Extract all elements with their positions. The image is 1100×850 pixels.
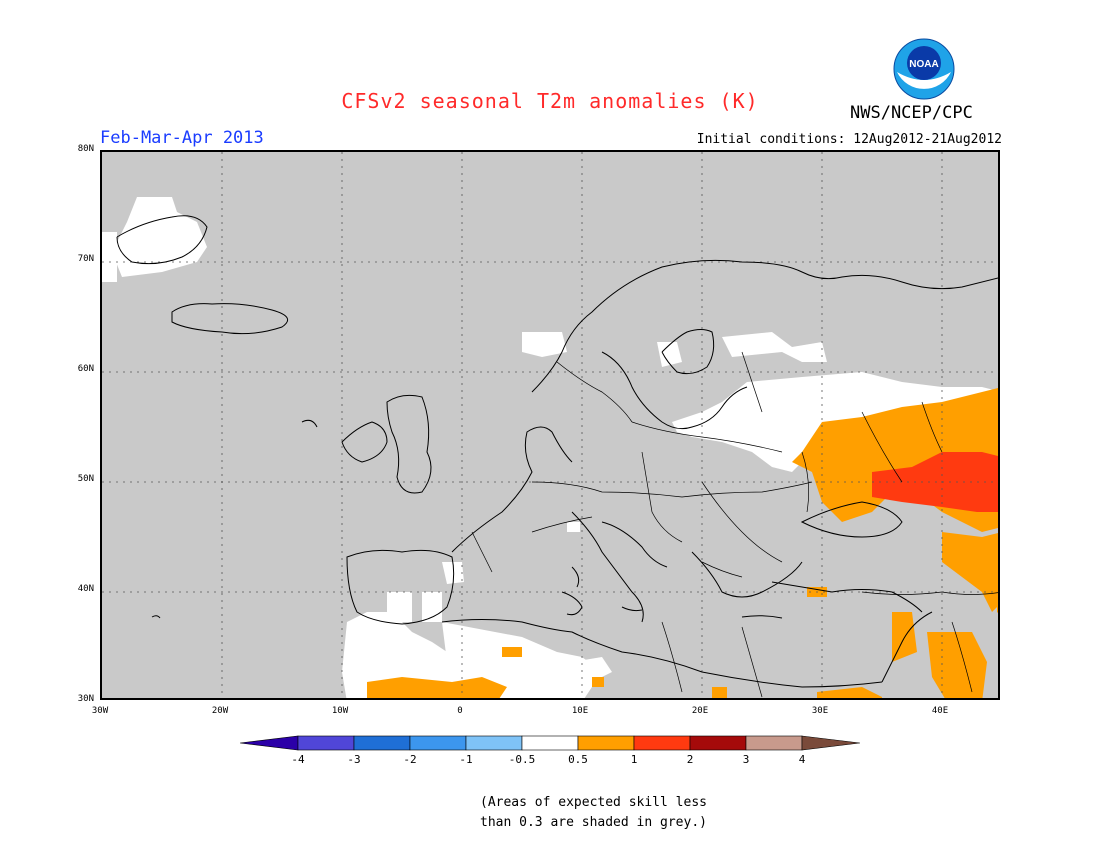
noaa-logo: NOAA — [893, 38, 955, 100]
cbar-label-m2: -2 — [403, 753, 417, 766]
initial-conditions: Initial conditions: 12Aug2012-21Aug2012 — [696, 132, 1002, 147]
lon-tick-30e: 30E — [811, 706, 829, 716]
agency-label: NWS/NCEP/CPC — [850, 103, 973, 123]
cbar-segment — [689, 735, 747, 751]
map-svg — [102, 152, 998, 698]
cbar-label-m05: -0.5 — [508, 753, 536, 766]
skill-note-line2: than 0.3 are shaded in grey.) — [480, 815, 707, 830]
cbar-segment-high-arrow — [801, 735, 860, 751]
skill-note: (Areas of expected skill less than 0.3 a… — [480, 793, 707, 833]
graticule — [102, 152, 998, 698]
lat-tick-80n: 80N — [77, 144, 94, 154]
cbar-label-p4: 4 — [798, 753, 806, 766]
chart-title: CFSv2 seasonal T2m anomalies (K) — [0, 89, 1100, 113]
cbar-label-m1: -1 — [459, 753, 473, 766]
skill-note-line1: (Areas of expected skill less — [480, 795, 707, 810]
cbar-label-p2: 2 — [686, 753, 694, 766]
cbar-segment-low-arrow — [240, 735, 299, 751]
cbar-segment — [633, 735, 691, 751]
lon-tick-20w: 20W — [211, 706, 229, 716]
lon-tick-10e: 10E — [571, 706, 589, 716]
cbar-label-p3: 3 — [742, 753, 750, 766]
cbar-segment — [353, 735, 411, 751]
lat-tick-50n: 50N — [77, 474, 94, 484]
cbar-segment — [521, 735, 579, 751]
cbar-label-m3: -3 — [347, 753, 361, 766]
lat-tick-70n: 70N — [77, 254, 94, 264]
cbar-segment — [297, 735, 355, 751]
color-bar — [240, 735, 860, 751]
cbar-segment — [409, 735, 467, 751]
chart-title-text: CFSv2 seasonal T2m anomalies (K) — [341, 89, 759, 113]
lat-tick-40n: 40N — [77, 584, 94, 594]
lon-tick-40e: 40E — [931, 706, 949, 716]
cbar-segment — [745, 735, 803, 751]
cbar-segment — [465, 735, 523, 751]
anomaly-map — [100, 150, 1000, 700]
logo-text: NOAA — [909, 59, 938, 70]
cbar-segment — [577, 735, 635, 751]
forecast-period: Feb-Mar-Apr 2013 — [100, 128, 264, 148]
country-borders — [471, 351, 998, 698]
cbar-label-p1: 1 — [630, 753, 638, 766]
cbar-label-p05: 0.5 — [568, 753, 588, 766]
lon-tick-20e: 20E — [691, 706, 709, 716]
lon-tick-30w: 30W — [91, 706, 109, 716]
lat-tick-30n: 30N — [77, 694, 94, 704]
lat-tick-60n: 60N — [77, 364, 94, 374]
lon-tick-10w: 10W — [331, 706, 349, 716]
lon-tick-0: 0 — [457, 706, 463, 716]
cbar-label-m4: -4 — [291, 753, 305, 766]
coastlines — [116, 215, 998, 688]
